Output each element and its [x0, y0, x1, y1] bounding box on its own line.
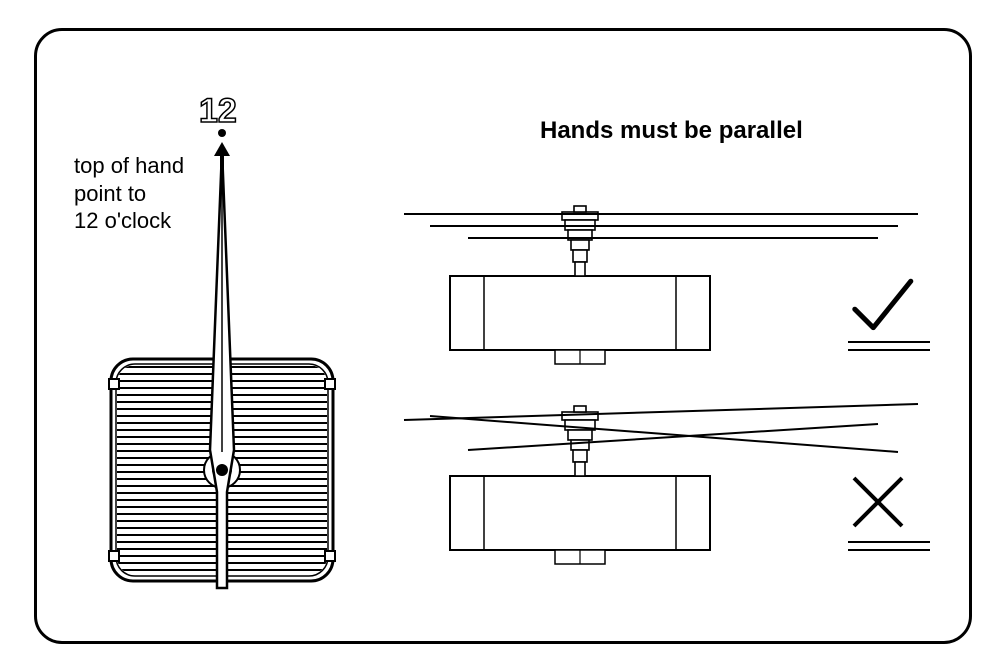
- diagram-svg: [0, 0, 1000, 665]
